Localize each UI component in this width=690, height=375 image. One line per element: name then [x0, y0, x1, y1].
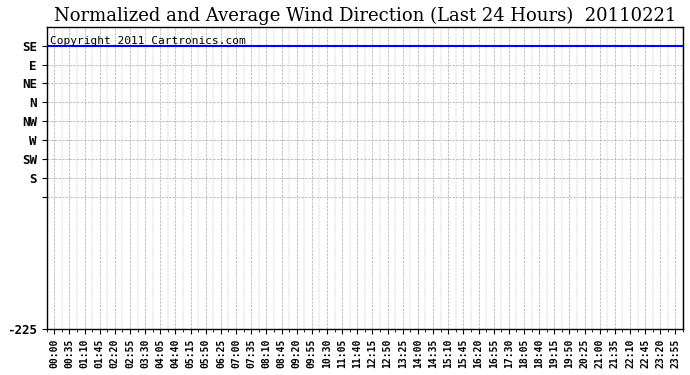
Text: Copyright 2011 Cartronics.com: Copyright 2011 Cartronics.com [50, 36, 246, 46]
Title: Normalized and Average Wind Direction (Last 24 Hours)  20110221: Normalized and Average Wind Direction (L… [54, 7, 676, 25]
